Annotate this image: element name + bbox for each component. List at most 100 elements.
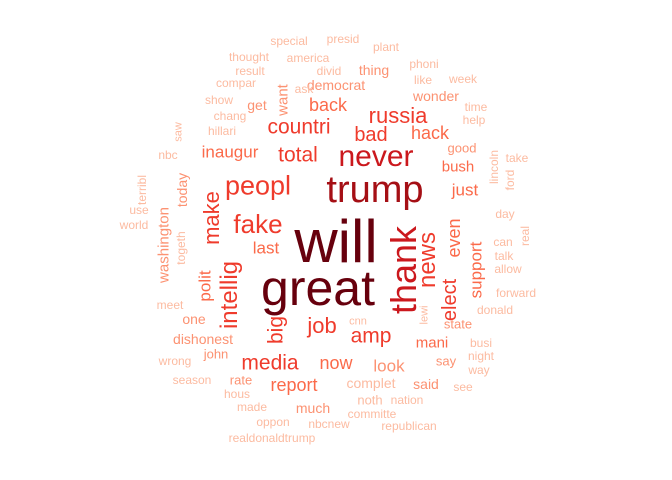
word-lincoln: lincoln — [487, 149, 501, 185]
word-good: good — [447, 140, 477, 156]
word-take: take — [505, 151, 529, 165]
word-republican: republican — [381, 419, 437, 433]
word-countri: countri — [267, 115, 331, 139]
word-look: look — [373, 356, 405, 376]
word-polit: polit — [195, 270, 215, 302]
word-phoni: phoni — [409, 57, 439, 71]
word-fake: fake — [233, 209, 283, 239]
word-bush: bush — [441, 158, 475, 176]
word-saw: saw — [172, 122, 185, 142]
word-peopl: peopl — [224, 170, 292, 201]
word-meet: meet — [156, 298, 184, 312]
word-made: made — [236, 400, 268, 414]
word-result: result — [235, 64, 265, 78]
word-thing: thing — [358, 62, 390, 78]
word-now: now — [319, 353, 353, 373]
word-week: week — [448, 72, 478, 86]
word-trump: trump — [326, 169, 424, 211]
word-terribl: terribl — [135, 174, 149, 206]
word-big: big — [264, 315, 288, 345]
word-forward: forward — [495, 286, 537, 300]
word-way: way — [468, 363, 490, 377]
word-said: said — [413, 376, 439, 392]
word-last: last — [252, 238, 280, 258]
word-john: john — [203, 346, 229, 362]
word-report: report — [270, 375, 318, 395]
word-world: world — [119, 218, 149, 232]
word-inaugur: inaugur — [201, 142, 259, 162]
word-talk: talk — [494, 249, 514, 263]
word-thought: thought — [228, 50, 270, 64]
word-ask: ask — [294, 82, 314, 96]
word-like: like — [413, 73, 433, 87]
word-america: america — [286, 51, 330, 65]
word-intellig: intellig — [216, 260, 243, 330]
word-divid: divid — [316, 64, 342, 78]
word-use: use — [129, 203, 149, 217]
word-noth: noth — [357, 392, 383, 408]
word-amp: amp — [350, 324, 392, 348]
word-total: total — [278, 143, 318, 167]
word-can: can — [493, 235, 513, 249]
word-day: day — [495, 207, 515, 221]
word-special: special — [270, 34, 308, 48]
word-dishonest: dishonest — [173, 331, 233, 347]
word-get: get — [247, 97, 267, 113]
word-back: back — [308, 95, 348, 115]
word-media: media — [241, 351, 299, 375]
word-nbc: nbc — [158, 148, 178, 162]
word-donald: donald — [476, 303, 514, 317]
word-say: say — [435, 353, 457, 369]
word-nation: nation — [390, 393, 424, 407]
word-time: time — [464, 100, 488, 114]
word-ford: ford — [503, 169, 517, 191]
word-job: job — [307, 313, 337, 338]
word-real: real — [518, 225, 532, 247]
word-much: much — [295, 400, 331, 416]
word-nbcnew: nbcnew — [308, 417, 350, 431]
word-see: see — [453, 380, 473, 394]
word-today: today — [174, 172, 190, 208]
word-support: support — [466, 241, 486, 299]
word-help: help — [462, 113, 486, 127]
word-will: will — [294, 208, 378, 275]
word-presid: presid — [326, 32, 360, 46]
word-allow: allow — [494, 262, 522, 276]
word-oppon: oppon — [256, 415, 290, 429]
word-hack: hack — [410, 123, 450, 143]
word-russia: russia — [368, 103, 428, 128]
word-complet: complet — [346, 375, 396, 391]
word-realdonaldtrump: realdonaldtrump — [228, 431, 316, 445]
word-just: just — [451, 180, 479, 200]
word-even: even — [444, 218, 464, 258]
word-bad: bad — [354, 124, 388, 146]
word-committe: committe — [347, 407, 397, 421]
word-cnn: cnn — [349, 315, 367, 328]
word-night: night — [467, 349, 495, 363]
word-busi: busi — [469, 336, 493, 350]
word-news: news — [414, 231, 441, 289]
word-wrong: wrong — [158, 354, 192, 368]
word-democrat: democrat — [306, 77, 366, 93]
word-plant: plant — [372, 40, 400, 54]
word-togeth: togeth — [174, 231, 188, 265]
word-great: great — [261, 260, 375, 316]
word-washington: washington — [155, 207, 173, 283]
word-mani: mani — [415, 334, 449, 352]
word-state: state — [443, 316, 473, 332]
word-one: one — [182, 311, 206, 327]
word-compar: compar — [215, 76, 257, 90]
word-hillari: hillari — [207, 124, 237, 138]
word-show: show — [204, 93, 234, 107]
word-season: season — [172, 373, 212, 387]
word-elect: elect — [439, 278, 461, 322]
word-hous: hous — [223, 387, 251, 401]
word-make: make — [199, 191, 224, 245]
word-lewi: lewi — [418, 305, 431, 325]
word-rate: rate — [229, 372, 253, 388]
word-chang: chang — [213, 109, 247, 123]
word-want: want — [274, 84, 292, 116]
word-never: never — [338, 140, 414, 173]
word-wonder: wonder — [413, 88, 459, 104]
